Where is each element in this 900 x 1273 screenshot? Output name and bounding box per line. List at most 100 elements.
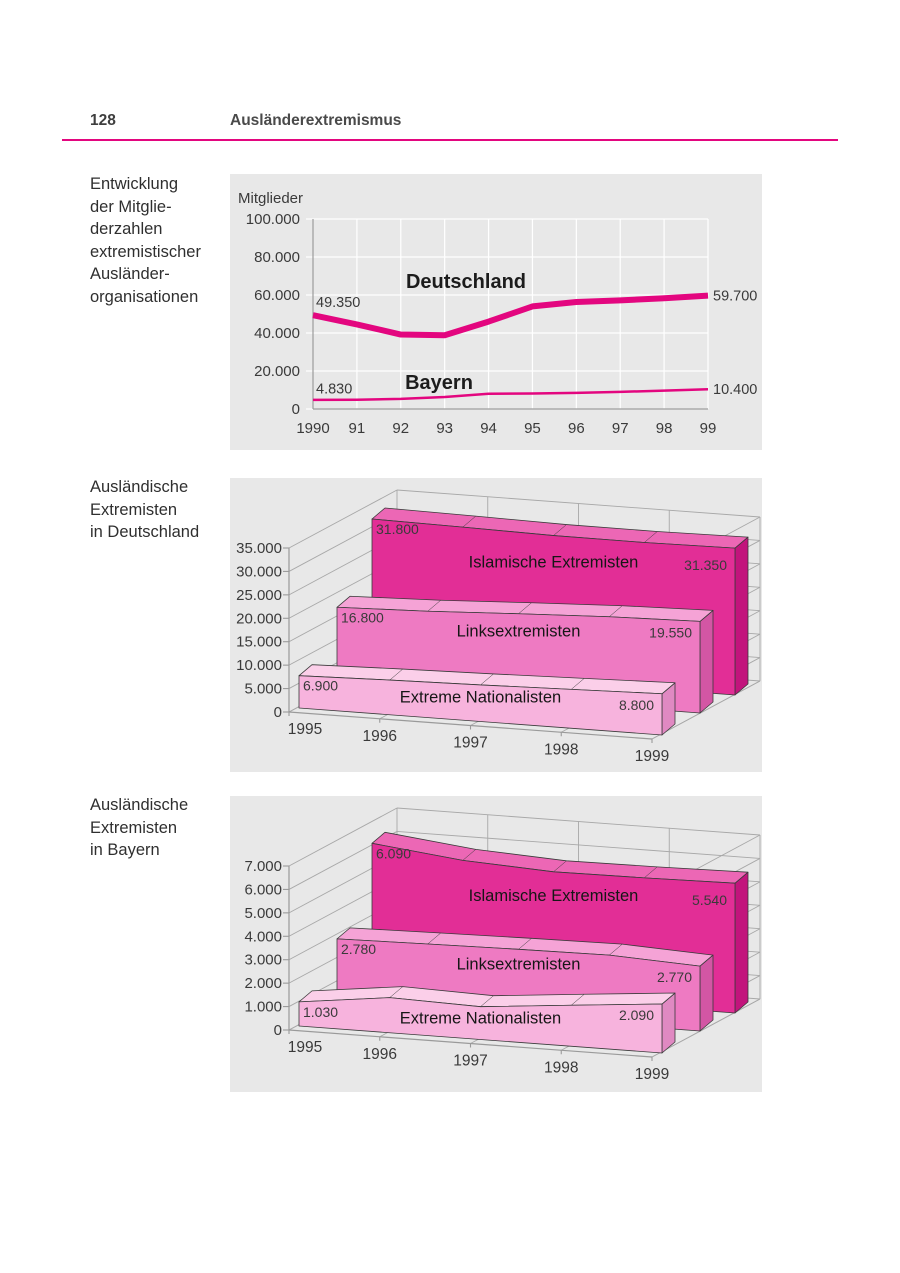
y-tick-label: 0: [274, 1022, 282, 1039]
ribbon-top-divider: [644, 531, 658, 543]
floor-grid: [651, 998, 761, 1058]
left-wall-grid: [288, 807, 398, 867]
y-tick-label: 5.000: [244, 905, 282, 922]
x-tick-label: 1998: [544, 1059, 578, 1076]
header-rule: [62, 139, 838, 141]
last-value-label: 2.770: [657, 969, 692, 985]
series-label-bayern: Bayern: [405, 372, 473, 394]
y-tick-label: 25.000: [236, 587, 282, 604]
ribbon-top-divider: [553, 524, 567, 536]
ribbon-top-divider: [609, 605, 623, 617]
y-tick-label: 20.000: [254, 363, 300, 380]
ribbon-side-face: [734, 871, 749, 1014]
first-value-label: 1.030: [303, 1004, 338, 1020]
first-value-label: 16.800: [341, 609, 384, 625]
y-tick-label: 60.000: [254, 287, 300, 304]
first-value-label: 6.900: [303, 678, 338, 694]
last-value-label: 19.550: [649, 624, 692, 640]
ribbon-top-divider: [609, 943, 623, 956]
y-axis-title: Mitglieder: [238, 190, 303, 207]
x-tick-label: 1997: [453, 735, 487, 752]
last-value-label: 5.540: [692, 892, 727, 908]
x-tick-label: 92: [392, 420, 409, 437]
series-label-linksextremisten: Linksextremisten: [457, 623, 581, 641]
y-tick-label: 100.000: [246, 211, 300, 228]
ribbon-top-divider: [389, 668, 403, 681]
last-value-label: 10.400: [713, 382, 757, 398]
ribbon-top-divider: [462, 849, 476, 861]
y-tick-label: 3.000: [244, 952, 282, 969]
x-tick-label: 1990: [296, 420, 329, 437]
ribbon-top-divider: [553, 860, 567, 873]
series-label-linksextremisten: Linksextremisten: [457, 956, 581, 974]
section-caption-bayern: Ausländische Extremisten in Bayern: [90, 796, 189, 859]
y-tick-label: 35.000: [236, 540, 282, 557]
y-tick-label: 6.000: [244, 881, 282, 898]
x-tick-label: 1995: [288, 721, 322, 738]
ribbon-top-divider: [571, 994, 585, 1006]
ribbon-top-divider: [518, 602, 532, 614]
left-wall-grid: [288, 489, 398, 549]
x-tick-label: 99: [700, 420, 717, 437]
series-label-islamische-extremisten: Islamische Extremisten: [469, 887, 639, 905]
last-value-label: 2.090: [619, 1007, 654, 1023]
ribbon-top-divider: [518, 938, 532, 950]
ribbon-top-divider: [462, 515, 476, 528]
y-tick-label: 10.000: [236, 657, 282, 674]
ribbon-top-divider: [389, 986, 403, 998]
y-tick-label: 30.000: [236, 563, 282, 580]
x-tick-label: 95: [524, 420, 541, 437]
page-number: 128: [90, 112, 116, 129]
first-value-label: 4.830: [316, 382, 352, 398]
y-tick-label: 40.000: [254, 325, 300, 342]
first-value-label: 2.780: [341, 941, 376, 957]
first-value-label: 31.800: [376, 521, 419, 537]
ribbon-side-face: [734, 536, 749, 696]
ribbon-top-divider: [571, 678, 585, 690]
y-tick-label: 0: [274, 704, 282, 721]
x-tick-label: 1995: [288, 1039, 322, 1056]
page-header-title: Ausländerextremismus: [230, 112, 402, 129]
y-tick-label: 15.000: [236, 634, 282, 651]
series-label-deutschland: Deutschland: [406, 271, 526, 293]
y-tick-label: 4.000: [244, 928, 282, 945]
x-tick-label: 1996: [363, 1046, 397, 1063]
ribbon-front-face: [298, 997, 663, 1054]
x-tick-label: 1999: [635, 748, 669, 765]
ribbon-side-face: [699, 954, 714, 1032]
last-value-label: 59.700: [713, 289, 757, 305]
y-tick-label: 1.000: [244, 999, 282, 1016]
x-tick-label: 91: [349, 420, 366, 437]
series-label-islamische-extremisten: Islamische Extremisten: [469, 553, 639, 571]
x-tick-label: 98: [656, 420, 673, 437]
x-tick-label: 97: [612, 420, 629, 437]
series-label-extreme-nationalisten: Extreme Nationalisten: [400, 1010, 561, 1028]
x-axis: [288, 1029, 653, 1058]
ribbon-top-divider: [427, 600, 441, 612]
x-tick-label: 93: [436, 420, 453, 437]
ribbon-extreme-nationalisten: Extreme Nationalisten 6.900 8.800: [298, 664, 676, 736]
series-line-bayern: [312, 387, 709, 402]
series-label-extreme-nationalisten: Extreme Nationalisten: [400, 688, 561, 706]
first-value-label: 6.090: [376, 845, 411, 861]
ribbon-front-face: [298, 675, 663, 736]
x-tick-label: 94: [480, 420, 497, 437]
chart-panel-bayern: 0 1.000 2.000 3.000 4.000 5.000 6.000 7.000 1995…: [230, 796, 762, 1092]
y-tick-label: 0: [292, 401, 300, 418]
chart-panel-deutschland: 0 5.000 10.000 15.000 20.000 25.000 30.000 35.0…: [230, 478, 762, 772]
x-tick-label: 1997: [453, 1053, 487, 1070]
y-tick-label: 80.000: [254, 249, 300, 266]
last-value-label: 8.800: [619, 697, 654, 713]
y-tick-label: 7.000: [244, 858, 282, 875]
x-axis: [288, 711, 653, 740]
ribbon-chart-deutschland: 0 5.000 10.000 15.000 20.000 25.000 30.000 35.0…: [236, 489, 761, 765]
last-value-label: 31.350: [684, 557, 727, 573]
y-tick-label: 2.000: [244, 975, 282, 992]
first-value-label: 49.350: [316, 295, 360, 311]
series-line-deutschland: [312, 292, 709, 339]
y-tick-label: 20.000: [236, 610, 282, 627]
ribbon-top-divider: [480, 673, 494, 686]
ribbon-top-divider: [480, 995, 494, 1007]
ribbon-extreme-nationalisten: Extreme Nationalisten 1.030 2.090: [298, 986, 676, 1054]
